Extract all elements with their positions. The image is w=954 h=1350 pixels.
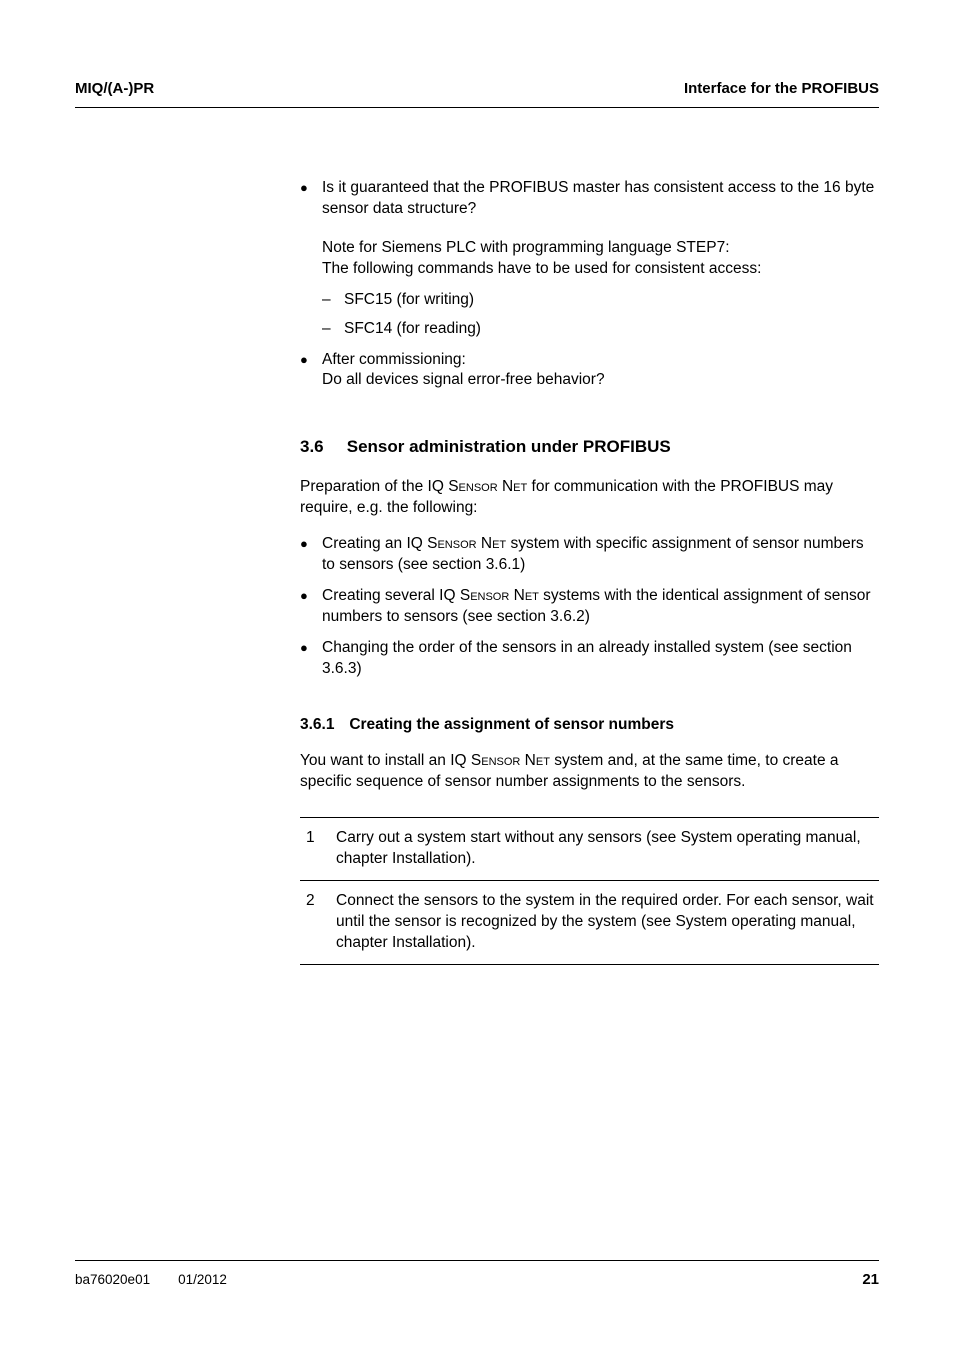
list-item: SFC15 (for writing) bbox=[322, 290, 879, 311]
step-number: 1 bbox=[300, 828, 336, 870]
table-row: 1 Carry out a system start without any s… bbox=[300, 817, 879, 881]
steps-table: 1 Carry out a system start without any s… bbox=[300, 817, 879, 965]
section-heading: 3.6 Sensor administration under PROFIBUS bbox=[300, 436, 879, 459]
footer-date: 01/2012 bbox=[178, 1272, 227, 1287]
bullet-note: Note for Siemens PLC with programming la… bbox=[322, 238, 879, 280]
header-left: MIQ/(A-)PR bbox=[75, 80, 154, 97]
page-footer: ba76020e01 01/2012 21 bbox=[75, 1260, 879, 1288]
footer-page: 21 bbox=[862, 1271, 879, 1288]
page-header: MIQ/(A-)PR Interface for the PROFIBUS bbox=[75, 80, 879, 108]
step-number: 2 bbox=[300, 891, 336, 954]
subsection-title: Creating the assignment of sensor number… bbox=[349, 716, 674, 733]
dash-list: SFC15 (for writing) SFC14 (for reading) bbox=[322, 290, 879, 340]
subsection-number: 3.6.1 bbox=[300, 715, 345, 736]
section-number: 3.6 bbox=[300, 436, 342, 459]
subsection-heading: 3.6.1 Creating the assignment of sensor … bbox=[300, 715, 879, 736]
subsection-intro: You want to install an IQ Sensor Net sys… bbox=[300, 751, 879, 793]
section-title: Sensor administration under PROFIBUS bbox=[347, 437, 671, 456]
list-item: Is it guaranteed that the PROFIBUS maste… bbox=[300, 178, 879, 340]
header-right: Interface for the PROFIBUS bbox=[684, 80, 879, 97]
list-item: SFC14 (for reading) bbox=[322, 319, 879, 340]
bullet-text: Is it guaranteed that the PROFIBUS maste… bbox=[322, 179, 874, 217]
section-bullet-list: Creating an IQ Sensor Net system with sp… bbox=[300, 534, 879, 680]
step-text: Carry out a system start without any sen… bbox=[336, 828, 879, 870]
main-content: Is it guaranteed that the PROFIBUS maste… bbox=[300, 178, 879, 965]
step-text: Connect the sensors to the system in the… bbox=[336, 891, 879, 954]
list-item: Changing the order of the sensors in an … bbox=[300, 638, 879, 680]
list-item: Creating several IQ Sensor Net systems w… bbox=[300, 586, 879, 628]
bullet-text: After commissioning:Do all devices signa… bbox=[322, 351, 605, 389]
footer-left: ba76020e01 01/2012 bbox=[75, 1272, 227, 1287]
list-item: Creating an IQ Sensor Net system with sp… bbox=[300, 534, 879, 576]
section-intro: Preparation of the IQ Sensor Net for com… bbox=[300, 477, 879, 519]
table-row: 2 Connect the sensors to the system in t… bbox=[300, 881, 879, 965]
footer-doc: ba76020e01 bbox=[75, 1272, 150, 1287]
top-bullet-list: Is it guaranteed that the PROFIBUS maste… bbox=[300, 178, 879, 391]
list-item: After commissioning:Do all devices signa… bbox=[300, 350, 879, 392]
